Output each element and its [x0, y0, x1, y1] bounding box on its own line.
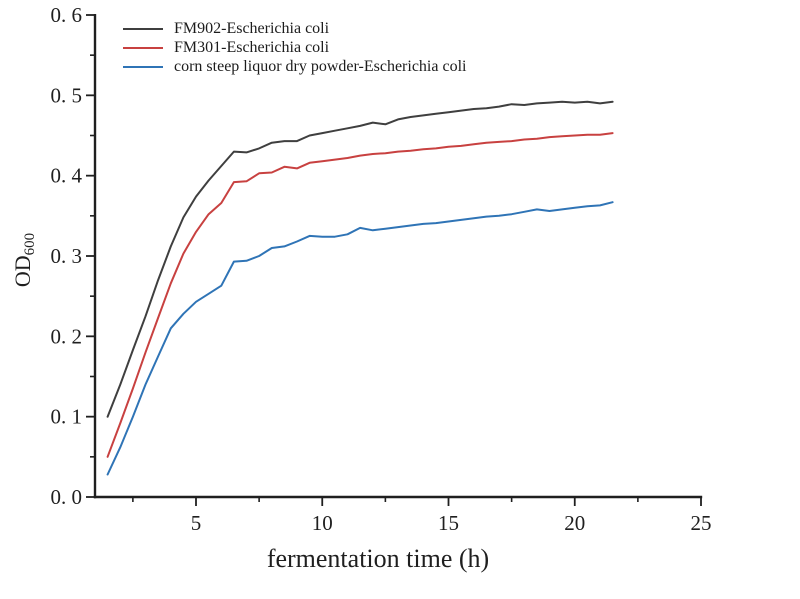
x-tick-label: 20 [564, 511, 585, 535]
y-tick-label: 0. 5 [51, 83, 83, 107]
legend-line-swatch-corn-steep [123, 65, 163, 68]
legend-line-swatch-fm902 [123, 27, 163, 30]
y-tick-label: 0. 1 [51, 405, 83, 429]
y-tick-label: 0. 2 [51, 324, 83, 348]
y-tick-label: 0. 6 [51, 3, 83, 27]
legend-item-corn-steep: corn steep liquor dry powder-Escherichia… [123, 57, 466, 76]
x-tick-label: 25 [691, 511, 712, 535]
x-axis-title: fermentation time (h) [267, 544, 489, 573]
chart-legend: FM902-Escherichia coli FM301-Escherichia… [123, 19, 466, 76]
x-tick-label: 10 [312, 511, 333, 535]
x-tick-label: 5 [191, 511, 202, 535]
y-tick-label: 0. 4 [51, 164, 83, 188]
legend-label-fm902: FM902-Escherichia coli [174, 19, 330, 37]
y-tick-label: 0. 3 [51, 244, 83, 268]
legend-line-swatch-fm301 [123, 46, 163, 49]
series-line-0 [106, 100, 614, 418]
x-tick-label: 15 [438, 511, 459, 535]
legend-label-corn-steep: corn steep liquor dry powder-Escherichia… [174, 57, 467, 75]
legend-item-fm301: FM301-Escherichia coli [123, 38, 466, 57]
y-axis-title: OD600 [10, 233, 38, 287]
series-line-1 [106, 132, 614, 458]
y-tick-label: 0. 0 [51, 485, 83, 509]
series-line-2 [106, 201, 614, 476]
legend-label-fm301: FM301-Escherichia coli [174, 38, 330, 56]
legend-item-fm902: FM902-Escherichia coli [123, 19, 466, 38]
